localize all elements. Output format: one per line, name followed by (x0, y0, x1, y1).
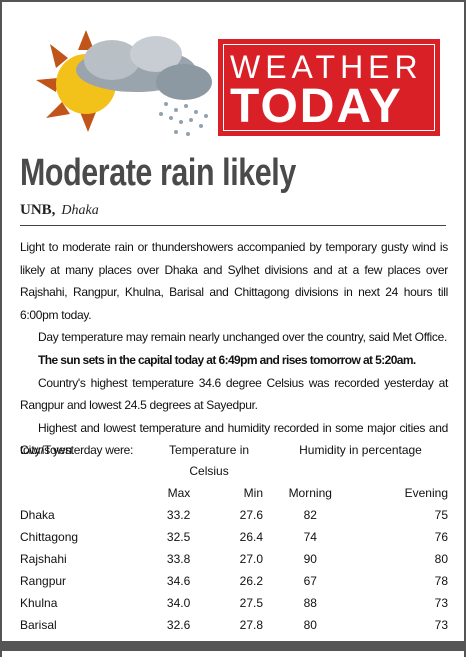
header-row: City/Town Temperature in Celsius Humidity … (20, 440, 448, 482)
city-cell: Khulna (20, 596, 58, 610)
value-cell: 26.2 (239, 574, 263, 588)
value-cell: 78 (434, 574, 448, 588)
weather-illustration (36, 30, 212, 136)
table-row: Rangpur 34.6 26.2 67 78 (20, 570, 448, 592)
banner-line2: TODAY (230, 80, 403, 133)
value-cell: 80 (434, 552, 448, 566)
paragraph: Country's highest temperature 34.6 degre… (20, 375, 448, 413)
value-cell: 27.6 (239, 508, 263, 522)
banner-line1: WEATHER (230, 49, 423, 85)
value-cell: 73 (434, 596, 448, 610)
cloud (156, 64, 212, 100)
banner-frame (223, 44, 435, 131)
subheader-cell: Evening (404, 486, 448, 500)
value-cell: 33.2 (166, 508, 191, 522)
city-cell: Chittagong (20, 530, 79, 544)
table-row: Dhaka 33.2 27.6 82 75 (20, 504, 448, 526)
paragraph: Day temperature may remain nearly unchan… (38, 330, 448, 345)
city-cell: Barisal (20, 618, 57, 632)
header-city: City/Town (20, 443, 73, 457)
table-row: Khulna 34.0 27.5 88 73 (20, 592, 448, 614)
headline: Moderate rain likely (20, 152, 296, 194)
rain (159, 102, 208, 136)
subheader-cell: Min (243, 486, 263, 500)
value-cell: 34.0 (166, 596, 191, 610)
value-cell: 88 (303, 596, 317, 610)
banner: WEATHER TODAY (218, 39, 440, 136)
value-cell: 80 (303, 618, 317, 632)
spacer (20, 482, 135, 504)
value-cell: 32.5 (166, 530, 191, 544)
city-cell: Rajshahi (20, 552, 67, 566)
value-cell: 27.8 (239, 618, 263, 632)
cloud (84, 40, 140, 80)
cloud (130, 36, 182, 72)
table-row: Barisal 32.6 27.8 80 73 (20, 614, 448, 636)
header-humidity: Humidity in percentage (299, 443, 422, 457)
paragraph: Light to moderate rain or thundershowers… (20, 240, 448, 322)
value-cell: 67 (303, 574, 317, 588)
value-cell: 82 (303, 508, 317, 522)
value-cell: 76 (434, 530, 448, 544)
byline: UNB, Dhaka (20, 202, 99, 219)
subheader-cell: Morning (288, 486, 332, 500)
city-cell: Rangpur (20, 574, 67, 588)
article-body: Light to moderate rain or thundershowers… (20, 236, 448, 462)
subheader-cell: Max (167, 486, 191, 500)
agency: UNB, (20, 202, 56, 218)
subheader-row: Max Min Morning Evening (20, 482, 448, 504)
value-cell: 90 (303, 552, 317, 566)
value-cell: 74 (303, 530, 317, 544)
table-row: Chittagong 32.5 26.4 74 76 (20, 526, 448, 548)
value-cell: 34.6 (166, 574, 191, 588)
city-cell: Dhaka (20, 508, 55, 522)
value-cell: 26.4 (239, 530, 263, 544)
value-cell: 73 (434, 618, 448, 632)
value-cell: 75 (434, 508, 448, 522)
paragraph: Highest and lowest temperature and humid… (20, 420, 448, 458)
value-cell: 32.6 (166, 618, 191, 632)
bottom-bar (2, 641, 464, 651)
header-temperature: Temperature in Celsius (169, 443, 250, 478)
paragraph: The sun sets in the capital today at 6:4… (38, 352, 416, 367)
place: Dhaka (61, 203, 99, 218)
value-cell: 27.0 (239, 552, 263, 566)
table-row: Rajshahi 33.8 27.0 90 80 (20, 548, 448, 570)
value-cell: 27.5 (239, 596, 263, 610)
rule (20, 225, 446, 226)
weather-table: City/Town Temperature in Celsius Humidity … (20, 440, 448, 636)
value-cell: 33.8 (166, 552, 191, 566)
